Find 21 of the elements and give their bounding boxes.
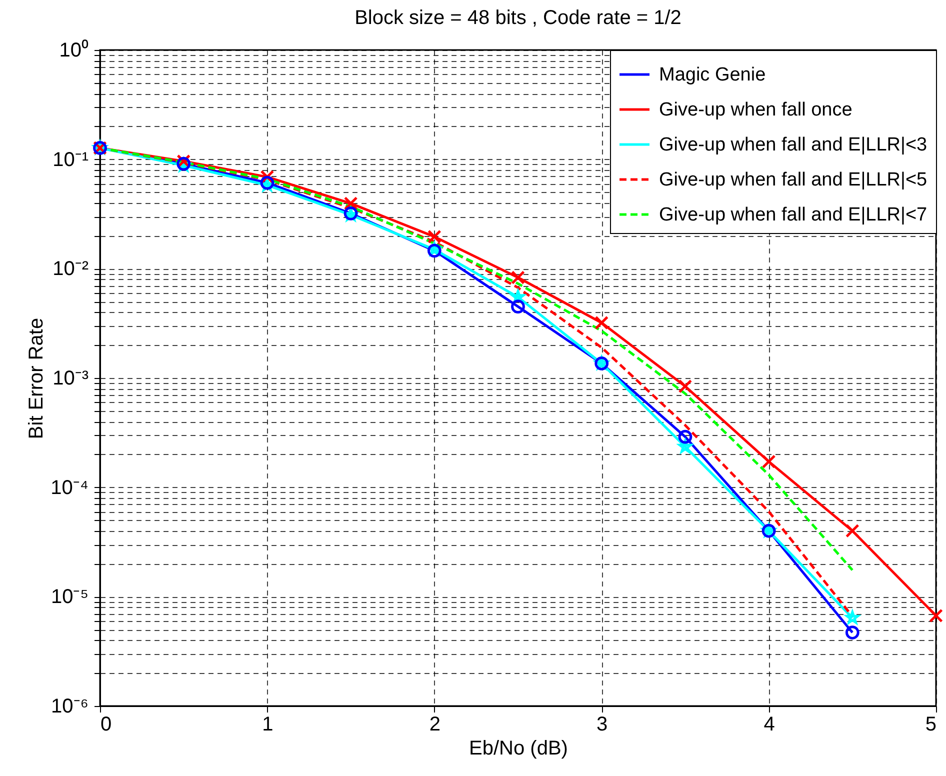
legend-label: Give-up when fall once	[659, 100, 852, 120]
legend-label: Give-up when fall and E|LLR|<5	[659, 170, 928, 190]
y-tick-label: 10⁻²	[52, 258, 89, 280]
x-tick-label: 5	[925, 714, 936, 736]
y-tick-label: 10⁰	[59, 38, 88, 62]
y-axis-title: Bit Error Rate	[26, 318, 48, 440]
legend-label: Give-up when fall and E|LLR|<7	[659, 204, 928, 226]
x-tick-label: 1	[262, 714, 274, 736]
x-tick-label: 2	[429, 714, 440, 736]
x-tick-label: 4	[764, 714, 775, 736]
x-tick-label: 3	[596, 714, 608, 736]
y-tick-label: 10⁻⁶	[51, 696, 88, 718]
x-tick-label: 0	[100, 714, 112, 736]
y-tick-label: 10⁻⁵	[50, 586, 88, 608]
legend-label: Give-up when fall and E|LLR|<3	[659, 134, 928, 156]
legend-label: Magic Genie	[659, 64, 766, 86]
y-tick-label: 10⁻⁴	[50, 476, 88, 499]
x-axis-title: Eb/No (dB)	[469, 738, 568, 760]
chart-title: Block size = 48 bits , Code rate = 1/2	[354, 7, 682, 29]
y-tick-label: 10⁻¹	[52, 148, 89, 171]
y-tick-label: 10⁻³	[52, 368, 89, 390]
